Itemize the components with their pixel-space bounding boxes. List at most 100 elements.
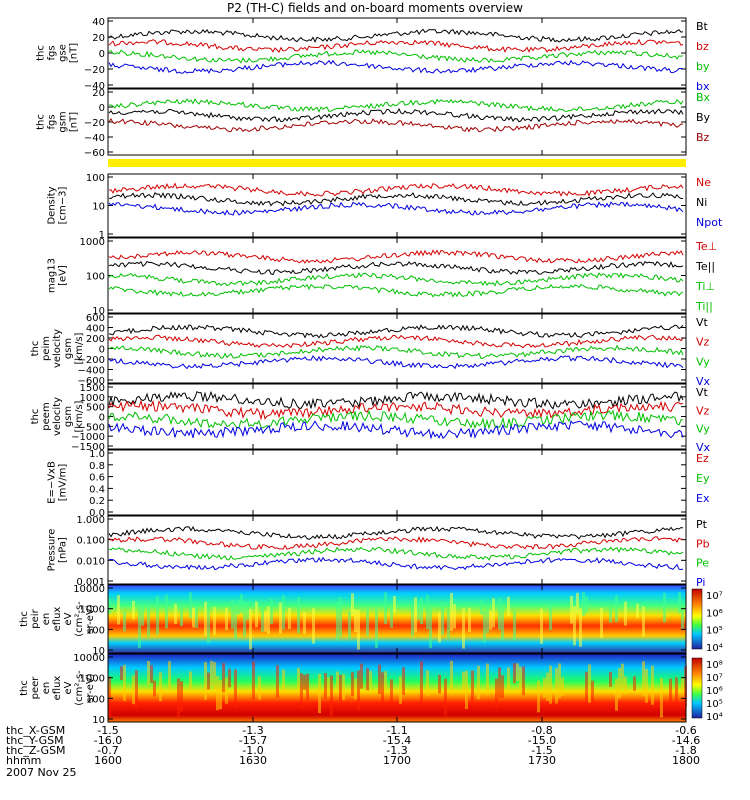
y-tick-label: −20 xyxy=(84,65,105,76)
legend-entry: Te⊥ xyxy=(695,240,717,253)
x-axis-row-label: thc_Y-GSM xyxy=(6,734,64,747)
y-tick-label: 0.001 xyxy=(76,577,105,588)
series-line xyxy=(108,107,684,123)
legend-entry: By xyxy=(696,111,711,124)
legend-entry: Vt xyxy=(696,316,709,329)
panel-peer-spec: 10⁸ 10⁷ 10⁶ 10⁵ 10⁴ 10000 1000 100 10 thcpeerenef… xyxy=(19,653,723,726)
x-tick-label: -0.6 xyxy=(675,724,696,737)
x-tick-label: -1.3 xyxy=(386,744,407,757)
x-tick-label: -1.5 xyxy=(97,724,118,737)
y-tick-label: 0.2 xyxy=(89,496,105,507)
legend-entry: bz xyxy=(696,40,709,53)
y-tick-label: 10000 xyxy=(73,653,105,664)
panel-density: 100 10 1 Density[cm−3] Ne Ni Npot xyxy=(47,173,723,241)
series-line xyxy=(108,536,683,550)
legend-entry: Vx xyxy=(696,375,711,388)
colorbar: 10⁷ 10⁶ 10⁵ 10⁴ xyxy=(691,588,723,654)
y-tick-label: 10 xyxy=(92,715,105,726)
panel-efield: 1.00.80.60.40.20.0 E=−VxB[mV/m] Ez Ey Ex xyxy=(47,449,710,519)
series-line xyxy=(108,525,684,540)
y-tick-label: 0.8 xyxy=(89,461,105,472)
y-tick-label: 100 xyxy=(86,694,105,705)
legend-entry: Ey xyxy=(696,472,710,485)
legend-entry: Ni xyxy=(696,196,707,209)
series-line xyxy=(108,283,684,298)
y-tick-label: 100 xyxy=(86,625,105,636)
y-tick-label: 600 xyxy=(86,313,105,324)
x-tick-label: 1800 xyxy=(672,754,700,767)
x-tick-label: -14.6 xyxy=(672,734,700,747)
series-line xyxy=(108,38,684,53)
y-tick-label: −1500 xyxy=(71,442,105,453)
y-tick-label: 0.100 xyxy=(76,536,105,547)
legend-entry: bx xyxy=(696,80,710,93)
legend-entry: Vt xyxy=(696,386,709,399)
colorbar-label: 10⁵ xyxy=(706,699,723,710)
legend-entry: Ne xyxy=(696,176,711,189)
x-axis-row-label: hhmm xyxy=(6,754,41,767)
y-tick-label: −40 xyxy=(84,81,105,92)
y-tick-label: 500 xyxy=(86,403,105,414)
x-tick-label: -15.4 xyxy=(383,734,411,747)
x-tick-label: -15.7 xyxy=(239,734,267,747)
series-line xyxy=(109,98,684,113)
y-tick-label: 1.0 xyxy=(89,449,105,460)
y-tick-label: −40 xyxy=(84,133,105,144)
x-tick-label: -1.0 xyxy=(242,744,263,757)
series-line xyxy=(108,272,684,287)
legend-entry: Pe xyxy=(696,557,709,570)
x-tick-label: -16.0 xyxy=(94,734,122,747)
y-tick-label: 20 xyxy=(92,88,105,99)
legend-entry: Ti⊥ xyxy=(695,280,715,293)
x-tick-label: 1630 xyxy=(239,754,267,767)
y-axis-label: thcfgsgse[nT] xyxy=(36,43,80,63)
x-axis-row-label: thc_X-GSM xyxy=(6,724,65,737)
x-tick-label: -0.8 xyxy=(531,724,552,737)
series-line xyxy=(108,49,684,64)
series-line xyxy=(108,201,684,216)
y-axis-label: thcfgsgsm[nT] xyxy=(36,111,80,132)
plot-title: P2 (TH-C) fields and on-board moments ov… xyxy=(227,1,523,15)
series-line xyxy=(108,399,684,421)
legend-entry: Bt xyxy=(696,20,709,33)
series-line xyxy=(108,334,684,349)
series-line xyxy=(108,556,684,571)
x-tick-label: 1700 xyxy=(383,754,411,767)
y-tick-label: 1000 xyxy=(80,605,105,616)
colorbar-label: 10⁷ xyxy=(706,591,723,602)
colorbar-label: 10⁵ xyxy=(706,626,723,637)
y-axis-label: thcpeerenefluxeV(cm²-s-sr-eV) xyxy=(19,670,96,706)
legend-entry: Vz xyxy=(696,336,710,349)
panel-fgs-gse: 40 20 0 −20 −40 thcfgsgse[nT] Bt bz by bx xyxy=(36,17,710,93)
colorbar-label: 10⁴ xyxy=(706,643,723,654)
series-line xyxy=(108,117,684,133)
y-tick-label: 0.6 xyxy=(89,473,105,484)
y-tick-label: −500 xyxy=(78,422,105,433)
series-line xyxy=(108,546,684,561)
y-axis-label: Density[cm−3] xyxy=(47,186,69,224)
colorbar-label: 10⁸ xyxy=(706,660,723,671)
legend-entry: Pb xyxy=(696,537,710,550)
colorbar-label: 10⁴ xyxy=(706,712,723,723)
y-tick-label: 1000 xyxy=(80,237,105,248)
panel-pressure: 1.000 0.100 0.010 0.001 Pressure[nPa] Pt Pb Pe P… xyxy=(47,515,710,589)
y-tick-label: 1500 xyxy=(80,383,105,394)
legend-entry: by xyxy=(696,60,710,73)
y-tick-label: 0 xyxy=(99,345,105,356)
y-tick-label: 100 xyxy=(86,272,105,283)
y-axis-label: thcpeirenefluxeV(cm²-s-sr-eV) xyxy=(19,601,96,637)
panel-fgs-gsm: 20 0 −20 −40 −60 thcfgsgsm[nT] Bx By Bz xyxy=(36,88,711,159)
x-tick-label: -1.5 xyxy=(531,744,552,757)
colorbar-label: 10⁷ xyxy=(706,673,723,684)
legend-entry: Vz xyxy=(696,404,710,417)
series-line xyxy=(108,182,684,197)
legend-entry: Ex xyxy=(696,492,710,505)
legend-entry: Pt xyxy=(696,518,708,531)
legend-entry: Vx xyxy=(696,441,711,454)
y-tick-label: 1 xyxy=(99,230,105,241)
y-tick-label: −600 xyxy=(78,376,105,387)
series-line xyxy=(108,260,684,276)
series-line xyxy=(108,344,684,359)
